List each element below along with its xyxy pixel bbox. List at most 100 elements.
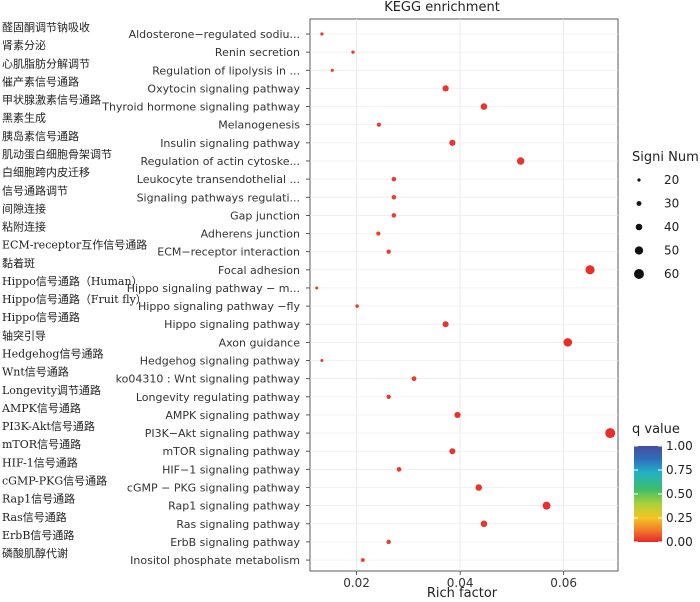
data-point [391,213,397,218]
pathway-label-en: ErbB signaling pathway [170,536,300,549]
pathway-label-cn: 粘附连接 [2,220,46,234]
pathway-label-en: Renin secretion [215,46,300,59]
x-tick-label: 0.04 [447,576,474,590]
pathway-label-cn: Hippo信号通路（Fruit fly） [2,293,147,306]
data-point [376,122,381,127]
pathway-label-cn: 黑素生成 [2,111,46,125]
data-point [480,520,488,528]
pathway-label-en: Aldosterone−regulated sodiu... [129,28,300,41]
data-point [411,376,417,382]
pathway-label-en: Oxytocin signaling pathway [147,82,300,95]
plot-panel [309,18,619,572]
pathway-label-en: Longevity regulating pathway [136,391,301,404]
pathway-label-en: Ras signaling pathway [176,518,300,531]
data-point [396,467,402,472]
pathway-label-en: Regulation of actin cytoske... [140,155,300,168]
size-legend-dot [636,201,642,206]
pathway-label-en: Thyroid hormone signaling pathway [101,101,300,114]
pathway-label-cn: Hedgehog信号通路 [2,348,103,361]
data-point [330,68,334,72]
pathway-label-en: Hedgehog signaling pathway [140,355,301,368]
pathway-label-cn: cGMP-PKG信号通路 [2,475,107,488]
pathway-label-en: cGMP − PKG signaling pathway [127,482,301,495]
pathway-label-en: ECM−receptor interaction [157,246,300,259]
pathway-label-en: Gap junction [230,209,300,222]
data-point [449,139,456,146]
size-legend-label: 30 [664,197,679,211]
pathway-label-cn: 肾素分泌 [2,39,46,52]
pathway-label-cn: mTOR信号通路 [2,438,81,451]
pathway-label-cn: 胰岛素信号通路 [2,129,79,143]
size-legend-dot [634,269,644,279]
size-legend-label: 40 [664,220,679,234]
x-axis-ticks: 0.02 0.04 0.06 [343,571,577,590]
x-tick-label: 0.02 [343,576,370,590]
pathway-label-en: Regulation of lipolysis in ... [152,64,300,77]
pathway-label-cn: Longevity调节通路 [2,384,101,397]
x-axis-label: Rich factor [427,586,498,601]
pathway-label-en: Hippo signaling pathway [164,318,300,331]
pathway-label-en: ko04310 : Wnt signaling pathway [116,373,301,386]
pathway-label-cn: HIF-1信号通路 [2,456,78,469]
pathway-label-en: Melanogenesis [218,119,300,132]
pathway-label-cn: PI3K-Akt信号通路 [2,420,95,433]
pathway-label-en: AMPK signaling pathway [165,409,300,422]
pathway-label-cn: ECM-receptor互作信号通路 [2,239,147,252]
pathway-label-cn: 醛固酮调节钠吸收 [2,20,90,34]
pathway-label-en: Rap1 signaling pathway [168,500,300,513]
grid-lines [310,19,618,571]
pathway-label-cn: 催产素信号通路 [2,74,79,88]
size-legend-dot [635,223,643,231]
data-point [542,501,551,510]
color-legend-label: 0.75 [666,463,693,477]
data-point [320,32,324,36]
pathway-label-en: Insulin signaling pathway [160,137,300,150]
size-legend-label: 50 [664,244,679,258]
pathway-label-cn: Rap1信号通路 [2,493,75,506]
size-legend-dot [634,246,644,255]
color-legend-bar [634,446,662,542]
data-point [391,176,397,182]
data-point [315,286,319,290]
size-legend-dot [637,178,641,182]
data-point [391,194,397,200]
pathway-label-en: Adherens junction [201,228,300,241]
data-point [605,428,616,439]
data-point [355,304,359,308]
data-point [360,558,365,562]
data-point [351,50,355,54]
data-point [442,321,449,328]
data-point [585,265,595,275]
pathway-label-cn: Ras信号通路 [2,511,67,524]
color-legend-label: 1.00 [666,439,693,453]
color-legend-label: 0.25 [666,511,693,525]
pathway-label-cn: Hippo信号通路 [2,311,80,324]
data-point [320,359,324,363]
data-point [442,85,449,92]
pathway-label-en: Hippo signaling pathway −fly [138,300,300,313]
data-point [516,157,525,165]
pathway-label-en: Leukocyte transendothelial ... [137,173,300,186]
pathway-label-cn: 甲状腺激素信号通路 [2,93,101,107]
pathway-label-cn: Wnt信号通路 [2,366,69,379]
data-point [386,249,391,254]
data-point [563,338,573,347]
data-point [449,448,456,455]
pathway-label-en: PI3K−Akt signaling pathway [145,427,301,440]
size-legend-label: 60 [664,267,679,281]
x-tick-label: 0.06 [550,576,577,590]
pathway-label-cn: 磷酸肌醇代谢 [2,546,68,560]
data-point [475,484,483,491]
data-point [386,539,391,545]
data-points [315,32,616,562]
color-legend-title: q value [632,422,680,437]
pathway-label-cn: Hippo信号通路（Human） [2,275,143,288]
pathway-label-cn: 轴突引导 [2,328,46,342]
color-legend-label: 0.50 [666,487,693,501]
pathway-label-cn: ErbB信号通路 [2,529,74,542]
size-legend: Signi Num 20 30 40 50 60 [632,150,699,281]
color-legend: q value 1.00 0.75 0.50 0.25 0.00 [632,422,693,549]
pathway-label-cn: 肌动蛋白细胞骨架调节 [2,147,112,161]
y-axis-labels: 醛固酮调节钠吸收 Aldosterone−regulated sodiu... 肾素… [1,20,310,567]
